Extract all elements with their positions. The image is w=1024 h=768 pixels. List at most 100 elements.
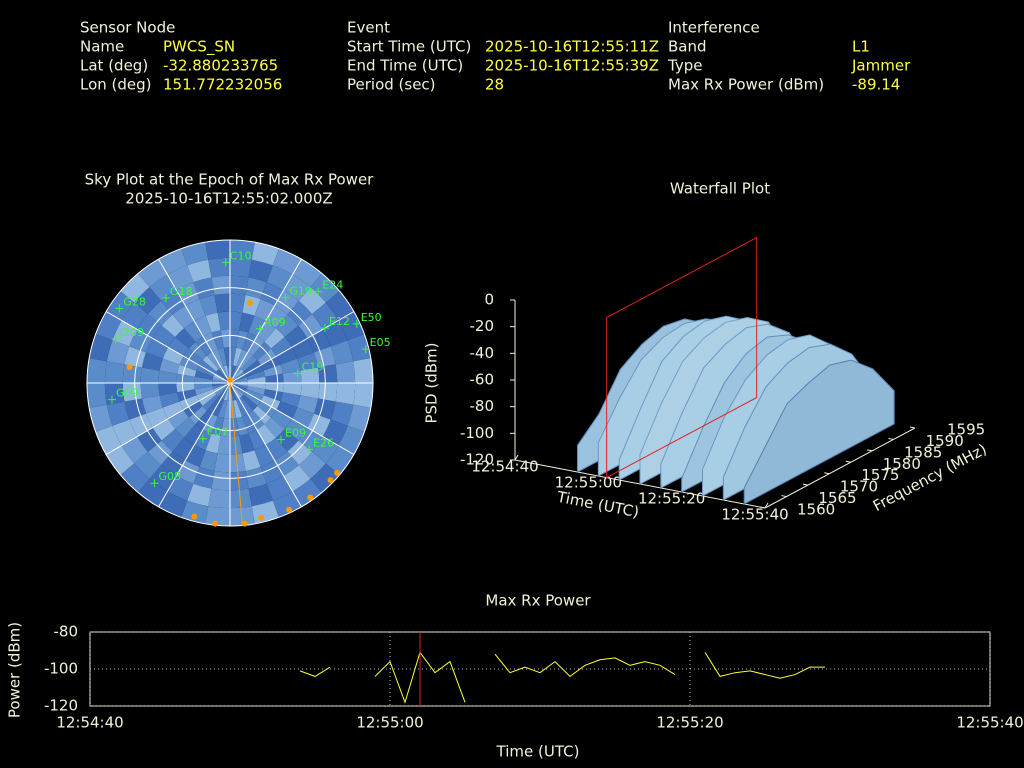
sky-cell: [149, 465, 177, 492]
interference-point: [327, 477, 334, 484]
sky-cell: [183, 348, 203, 366]
sky-cell: [176, 373, 195, 383]
sky-cell: [248, 315, 266, 337]
sky-cell: [266, 265, 293, 291]
sky-cell: [217, 435, 230, 455]
sky-cell: [239, 433, 255, 454]
chart-title: Waterfall Plot: [670, 180, 770, 198]
sky-cell: [141, 395, 163, 414]
sky-cell: [284, 325, 308, 348]
sky-cell: [208, 257, 230, 278]
satellite-label: C10: [230, 249, 252, 262]
satellite-label: E12: [329, 315, 350, 328]
sky-cell: [140, 383, 160, 399]
sky-cell: [230, 383, 237, 401]
y-tick-label: 1565: [818, 489, 856, 507]
field-value: L1: [852, 38, 870, 56]
sky-cell: [322, 419, 348, 446]
sky-cell: [338, 425, 365, 455]
sky-cell: [211, 275, 230, 295]
sky-cell: [242, 332, 257, 353]
chart-title: Max Rx Power: [485, 592, 591, 610]
azimuth-line: [158, 382, 231, 508]
azimuth-line: [158, 258, 231, 384]
satellite-marker: [320, 324, 329, 333]
sky-cell: [265, 383, 284, 393]
sky-cell: [230, 257, 252, 278]
sky-cell: [274, 290, 299, 315]
sky-cell: [177, 389, 197, 402]
field-label: Start Time (UTC): [347, 38, 471, 56]
sky-cell: [112, 320, 138, 347]
sky-cell: [181, 242, 209, 266]
sky-cell: [217, 399, 227, 419]
sky-cell: [257, 400, 277, 418]
sky-cell: [212, 398, 224, 417]
sky-cell: [243, 391, 261, 406]
field-label: Name: [80, 38, 124, 56]
sky-cell: [161, 290, 186, 315]
interference-point: [241, 520, 248, 527]
x-tick-label: 12:55:00: [555, 474, 622, 492]
sky-cell: [223, 347, 230, 366]
satellite-label: R09: [264, 316, 286, 329]
sky-cell: [205, 240, 230, 260]
y-axis-label: Power (dBm): [6, 622, 24, 718]
sky-cell: [217, 311, 230, 331]
y-tick-label: 1570: [840, 478, 878, 496]
sky-cell: [89, 404, 113, 432]
satellite-marker: [198, 434, 207, 443]
sky-cell: [252, 341, 272, 361]
field-label: Type: [667, 57, 702, 75]
sky-cell: [223, 400, 230, 419]
sky-cell: [313, 398, 336, 420]
satellite-label: C07: [207, 426, 229, 439]
bearing-line: [229, 382, 243, 526]
field-value: Jammer: [851, 57, 911, 75]
sky-cell: [230, 453, 246, 473]
sky-cell: [245, 389, 264, 401]
sky-cell: [159, 358, 180, 374]
sky-cell: [335, 383, 356, 405]
sky-cell: [220, 329, 230, 348]
sky-cell: [183, 400, 203, 418]
sky-cell: [167, 265, 194, 291]
sky-cell: [172, 305, 195, 329]
y-tick-label: 1595: [947, 421, 985, 439]
sky-cell: [230, 506, 255, 526]
azimuth-line: [229, 382, 355, 455]
sky-cell: [179, 395, 200, 410]
sky-cell: [247, 383, 266, 390]
sky-cell: [238, 396, 253, 414]
sky-cell: [112, 419, 138, 446]
sky-cell: [159, 392, 180, 408]
sky-cell: [168, 409, 189, 429]
sky-cell: [161, 451, 186, 476]
interference-point: [227, 376, 233, 383]
sky-cell: [236, 398, 248, 417]
sky-cell: [203, 413, 218, 434]
sky-cell: [138, 478, 168, 507]
sky-cell: [335, 361, 356, 383]
sky-cell: [217, 347, 227, 367]
chart-subtitle: 2025-10-16T12:55:02.000Z: [125, 190, 332, 208]
power-line: [494, 653, 676, 678]
sky-cell: [124, 346, 147, 368]
sky-cell: [87, 383, 107, 408]
satellite-label: G18: [170, 285, 193, 298]
sky-cell: [256, 424, 276, 445]
interference-point: [258, 514, 265, 521]
sky-cell: [347, 334, 371, 362]
chart-title: Sky Plot at the Epoch of Max Rx Power: [85, 171, 375, 189]
sky-cell: [245, 466, 267, 489]
sky-cell: [245, 277, 267, 300]
sky-cell: [275, 428, 299, 452]
z-tick-label: -60: [470, 371, 495, 389]
satellite-label: E09: [285, 427, 306, 440]
sky-cell: [230, 275, 249, 295]
x-tick: [764, 502, 769, 509]
sky-cell: [172, 437, 195, 461]
sky-cell: [196, 389, 215, 401]
sky-cell: [211, 330, 224, 350]
z-tick-label: -20: [470, 317, 495, 335]
